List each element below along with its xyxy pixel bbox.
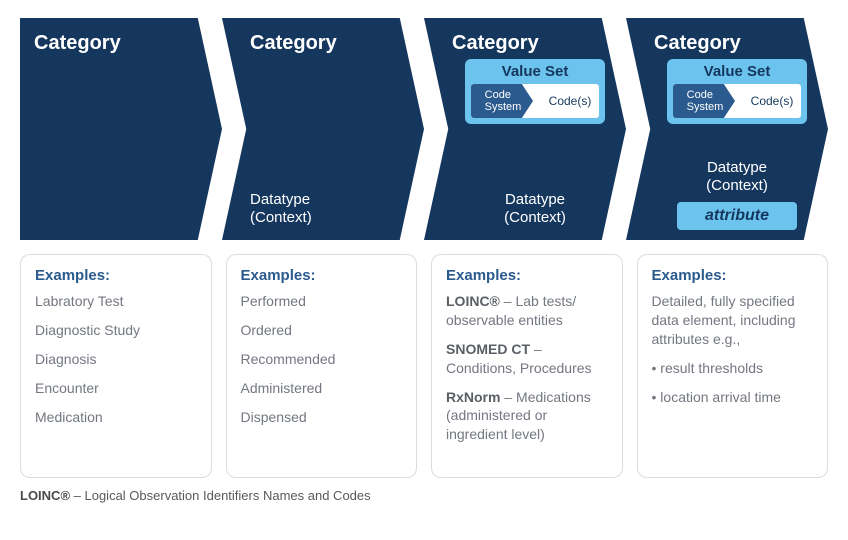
datatype-label: Datatype(Context) — [250, 191, 416, 229]
category-title: Category — [654, 32, 820, 55]
examples-box: Examples: LOINC® – Lab tests/ observable … — [431, 254, 623, 478]
category-chevron: Category Value Set CodeSystem Code(s) Da… — [424, 18, 626, 240]
category-chevron: Category Value Set CodeSystem Code(s) Da… — [626, 18, 828, 240]
examples-item: Ordered — [241, 321, 403, 340]
examples-item: Labratory Test — [35, 292, 197, 311]
chevron-row: Category Category Datatype(Context) Cate… — [20, 18, 828, 240]
code-system-chevron: CodeSystem — [471, 84, 533, 118]
examples-item: • location arrival time — [652, 388, 814, 407]
examples-list: Detailed, fully specified data element, … — [652, 292, 814, 406]
examples-item: Encounter — [35, 379, 197, 398]
examples-heading: Examples: — [241, 267, 403, 284]
examples-item: Medication — [35, 408, 197, 427]
category-chevron: Category Datatype(Context) — [222, 18, 424, 240]
attribute-pill: attribute — [677, 202, 797, 230]
examples-item: Recommended — [241, 350, 403, 369]
examples-list: Labratory Test Diagnostic Study Diagnosis E… — [35, 292, 197, 426]
value-set-title: Value Set — [673, 63, 801, 80]
examples-box: Examples: Detailed, fully specified data … — [637, 254, 829, 478]
examples-item: Administered — [241, 379, 403, 398]
examples-item: SNOMED CT – Conditions, Procedures — [446, 340, 608, 378]
examples-item: Diagnostic Study — [35, 321, 197, 340]
examples-box: Examples: Labratory Test Diagnostic Study D… — [20, 254, 212, 478]
code-system-chevron: CodeSystem — [673, 84, 735, 118]
examples-row: Examples: Labratory Test Diagnostic Study D… — [20, 254, 828, 478]
examples-box: Examples: Performed Ordered Recommended Admi… — [226, 254, 418, 478]
examples-item: LOINC® – Lab tests/ observable entities — [446, 292, 608, 330]
examples-item: Detailed, fully specified data element, … — [652, 292, 814, 349]
examples-item: Dispensed — [241, 408, 403, 427]
footnote-term: LOINC® — [20, 488, 70, 503]
category-title: Category — [250, 32, 416, 55]
category-chevron: Category — [20, 18, 222, 240]
examples-item: • result thresholds — [652, 359, 814, 378]
examples-heading: Examples: — [446, 267, 608, 284]
footnote-text: – Logical Observation Identifiers Names … — [70, 488, 371, 503]
datatype-label: Datatype(Context) — [654, 159, 820, 197]
examples-list: LOINC® – Lab tests/ observable entities S… — [446, 292, 608, 444]
examples-heading: Examples: — [652, 267, 814, 284]
codes-label: Code(s) — [533, 84, 599, 118]
value-set-title: Value Set — [471, 63, 599, 80]
examples-list: Performed Ordered Recommended Administered D… — [241, 292, 403, 426]
examples-item: Diagnosis — [35, 350, 197, 369]
footnote: LOINC® – Logical Observation Identifiers… — [20, 488, 828, 503]
examples-heading: Examples: — [35, 267, 197, 284]
value-set-box: Value Set CodeSystem Code(s) — [465, 59, 605, 124]
datatype-label: Datatype(Context) — [452, 191, 618, 229]
category-title: Category — [34, 32, 214, 55]
codes-label: Code(s) — [735, 84, 801, 118]
value-set-box: Value Set CodeSystem Code(s) — [667, 59, 807, 124]
examples-item: RxNorm – Medications (administered or in… — [446, 388, 608, 445]
examples-item: Performed — [241, 292, 403, 311]
category-title: Category — [452, 32, 618, 55]
